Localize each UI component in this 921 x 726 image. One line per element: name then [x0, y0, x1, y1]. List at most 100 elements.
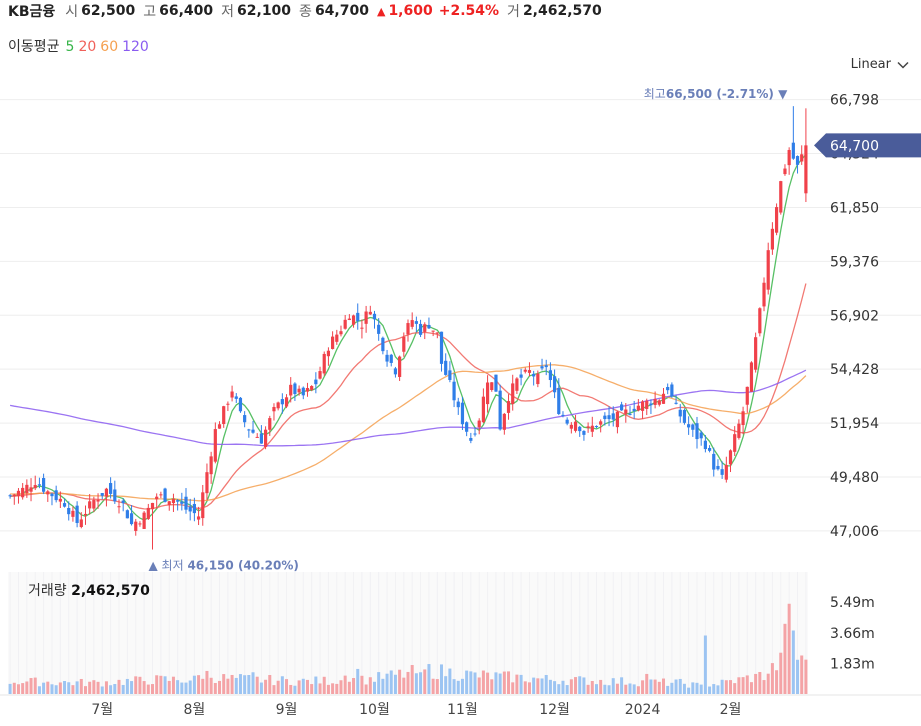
min-price-annotation: ▲ 최저 46,150 (40.20%) — [149, 559, 299, 573]
volume-bar — [762, 680, 766, 694]
candle — [125, 509, 129, 519]
candle — [552, 369, 557, 399]
price-grid — [0, 99, 921, 532]
candle-body — [398, 356, 402, 377]
candle — [460, 397, 465, 431]
ma-120-label[interactable]: 120 — [122, 39, 149, 55]
candle-body — [548, 370, 553, 381]
volume-bar — [678, 678, 682, 694]
candle — [661, 387, 666, 404]
volume-bar — [151, 684, 155, 694]
candle — [699, 430, 703, 446]
candle — [109, 477, 113, 499]
volume-bar — [448, 668, 452, 694]
volume-bar — [716, 685, 720, 694]
candle-body — [322, 353, 326, 374]
candle-body — [720, 469, 724, 475]
candle — [314, 372, 318, 394]
candle — [418, 319, 423, 338]
volume-bar — [632, 684, 636, 694]
candle-body — [791, 142, 795, 159]
volume-bar — [58, 682, 62, 694]
volume-bar — [326, 684, 330, 694]
candle — [754, 332, 758, 373]
price-axis: 47,006 49,480 51,954 54,428 56,902 59,376 61,8… — [28, 93, 921, 672]
candle — [238, 397, 243, 413]
candle-body — [284, 397, 289, 407]
volume-bar — [234, 677, 238, 694]
candle-body — [552, 376, 557, 393]
candle-body — [624, 409, 628, 414]
candle-body — [272, 406, 276, 412]
candle-body — [347, 318, 351, 321]
ma-5-label[interactable]: 5 — [65, 39, 75, 55]
candle — [435, 332, 439, 339]
moving-average-label: 이동평균 — [8, 39, 60, 55]
candle — [707, 445, 712, 453]
volume-bar — [519, 674, 523, 694]
volume-bar — [406, 671, 410, 694]
month-label: 11월 — [447, 702, 478, 718]
volume-bar — [729, 680, 733, 694]
candle-body — [703, 440, 707, 450]
candle-body — [297, 388, 301, 393]
volume-bar — [134, 676, 138, 694]
volume-bar — [666, 685, 670, 694]
candle-body — [331, 336, 335, 349]
volume-bar — [708, 686, 712, 694]
candle-body — [586, 426, 590, 428]
candle-body — [171, 499, 176, 504]
price-tick-label: 66,798 — [830, 93, 879, 109]
volume-bar — [377, 672, 381, 694]
volume-bar — [620, 677, 624, 694]
candle-body — [561, 414, 565, 416]
volume-bar — [536, 678, 540, 694]
volume-bar — [628, 683, 632, 694]
candle — [494, 374, 498, 392]
candle — [339, 325, 343, 337]
candle-body — [402, 336, 406, 352]
candle-body — [406, 323, 410, 335]
volume-bar — [703, 635, 707, 694]
volume-bar — [125, 678, 129, 694]
candle — [196, 506, 201, 526]
candle — [506, 394, 511, 420]
candle-body — [301, 387, 305, 396]
candle-body — [707, 447, 712, 451]
candle — [741, 406, 745, 435]
volume-bar — [104, 681, 108, 694]
volume-bar — [515, 674, 519, 694]
candle-body — [21, 487, 25, 498]
candle-body — [485, 382, 490, 405]
candle — [176, 499, 180, 511]
volume-title: 거래량 2,462,570 — [28, 583, 150, 599]
candle-body — [557, 387, 561, 414]
candle — [389, 353, 393, 367]
candle — [804, 108, 808, 203]
candle-body — [188, 506, 192, 512]
max-price-value: 66,500 (-2.71%) ▼ — [666, 87, 788, 101]
ma-20-label[interactable]: 20 — [78, 39, 97, 55]
candle — [289, 377, 293, 403]
candle-body — [25, 484, 29, 494]
candle-body — [804, 145, 808, 194]
max-price-prefix: 최고 — [644, 87, 666, 101]
candle-body — [37, 484, 42, 486]
volume-bar — [37, 686, 41, 694]
max-price-annotation: 최고66,500 (-2.71%) ▼ — [644, 87, 788, 101]
candle — [645, 398, 649, 416]
candle-body — [728, 450, 733, 465]
candle — [255, 433, 259, 438]
candle — [318, 366, 322, 380]
candle — [795, 155, 800, 174]
candle — [247, 428, 251, 438]
candle-body — [481, 396, 485, 423]
candle — [414, 316, 418, 333]
scale-toggle-button[interactable]: Linear — [851, 57, 909, 72]
candle-body — [506, 401, 511, 413]
volume-bar — [297, 680, 301, 694]
ma-60-label[interactable]: 60 — [100, 39, 119, 55]
candle-body — [12, 494, 16, 497]
volume-bar — [192, 675, 196, 694]
